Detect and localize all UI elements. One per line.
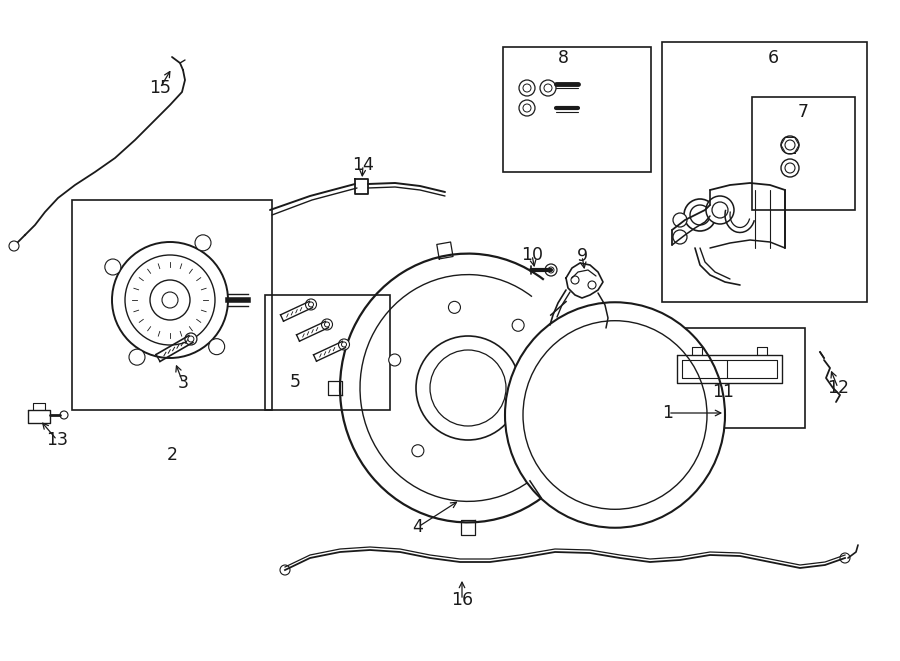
- Circle shape: [412, 445, 424, 457]
- Bar: [752, 97, 855, 210]
- Circle shape: [655, 362, 671, 378]
- Circle shape: [512, 319, 524, 331]
- Text: 14: 14: [352, 156, 374, 174]
- Bar: [72, 200, 272, 410]
- Text: 5: 5: [290, 373, 301, 391]
- Text: 1: 1: [662, 404, 673, 422]
- Circle shape: [416, 336, 520, 440]
- Bar: [662, 328, 805, 428]
- Circle shape: [519, 80, 535, 96]
- Circle shape: [673, 213, 687, 227]
- Text: 15: 15: [149, 79, 171, 97]
- Circle shape: [112, 242, 228, 358]
- Text: 13: 13: [46, 431, 68, 449]
- Text: 16: 16: [451, 591, 473, 609]
- Text: 4: 4: [412, 518, 423, 536]
- Bar: [662, 42, 867, 302]
- Circle shape: [593, 472, 609, 488]
- Text: 8: 8: [557, 49, 569, 67]
- Circle shape: [580, 346, 597, 362]
- Text: 7: 7: [797, 103, 808, 121]
- Bar: [503, 47, 651, 172]
- Circle shape: [389, 354, 400, 366]
- Text: 9: 9: [576, 247, 588, 265]
- Circle shape: [129, 349, 145, 365]
- Circle shape: [448, 301, 461, 313]
- Circle shape: [706, 196, 734, 224]
- Circle shape: [338, 339, 349, 350]
- Text: 10: 10: [521, 246, 543, 264]
- Circle shape: [209, 338, 225, 355]
- Text: 3: 3: [177, 374, 188, 392]
- Circle shape: [781, 159, 799, 177]
- Circle shape: [543, 414, 558, 430]
- Circle shape: [305, 299, 317, 310]
- Circle shape: [104, 259, 121, 275]
- Circle shape: [663, 440, 680, 456]
- Ellipse shape: [505, 302, 725, 527]
- Circle shape: [684, 199, 716, 231]
- Circle shape: [545, 264, 557, 276]
- Text: 2: 2: [166, 446, 177, 464]
- Circle shape: [519, 100, 535, 116]
- Circle shape: [673, 230, 687, 244]
- Circle shape: [540, 80, 556, 96]
- Circle shape: [781, 136, 799, 154]
- Circle shape: [184, 333, 197, 345]
- Text: 6: 6: [768, 49, 778, 67]
- Circle shape: [60, 411, 68, 419]
- Text: 11: 11: [712, 383, 734, 401]
- Circle shape: [321, 319, 332, 330]
- Bar: [265, 295, 390, 410]
- Text: 12: 12: [827, 379, 849, 397]
- Circle shape: [567, 367, 663, 463]
- Circle shape: [529, 423, 542, 435]
- Circle shape: [195, 235, 211, 251]
